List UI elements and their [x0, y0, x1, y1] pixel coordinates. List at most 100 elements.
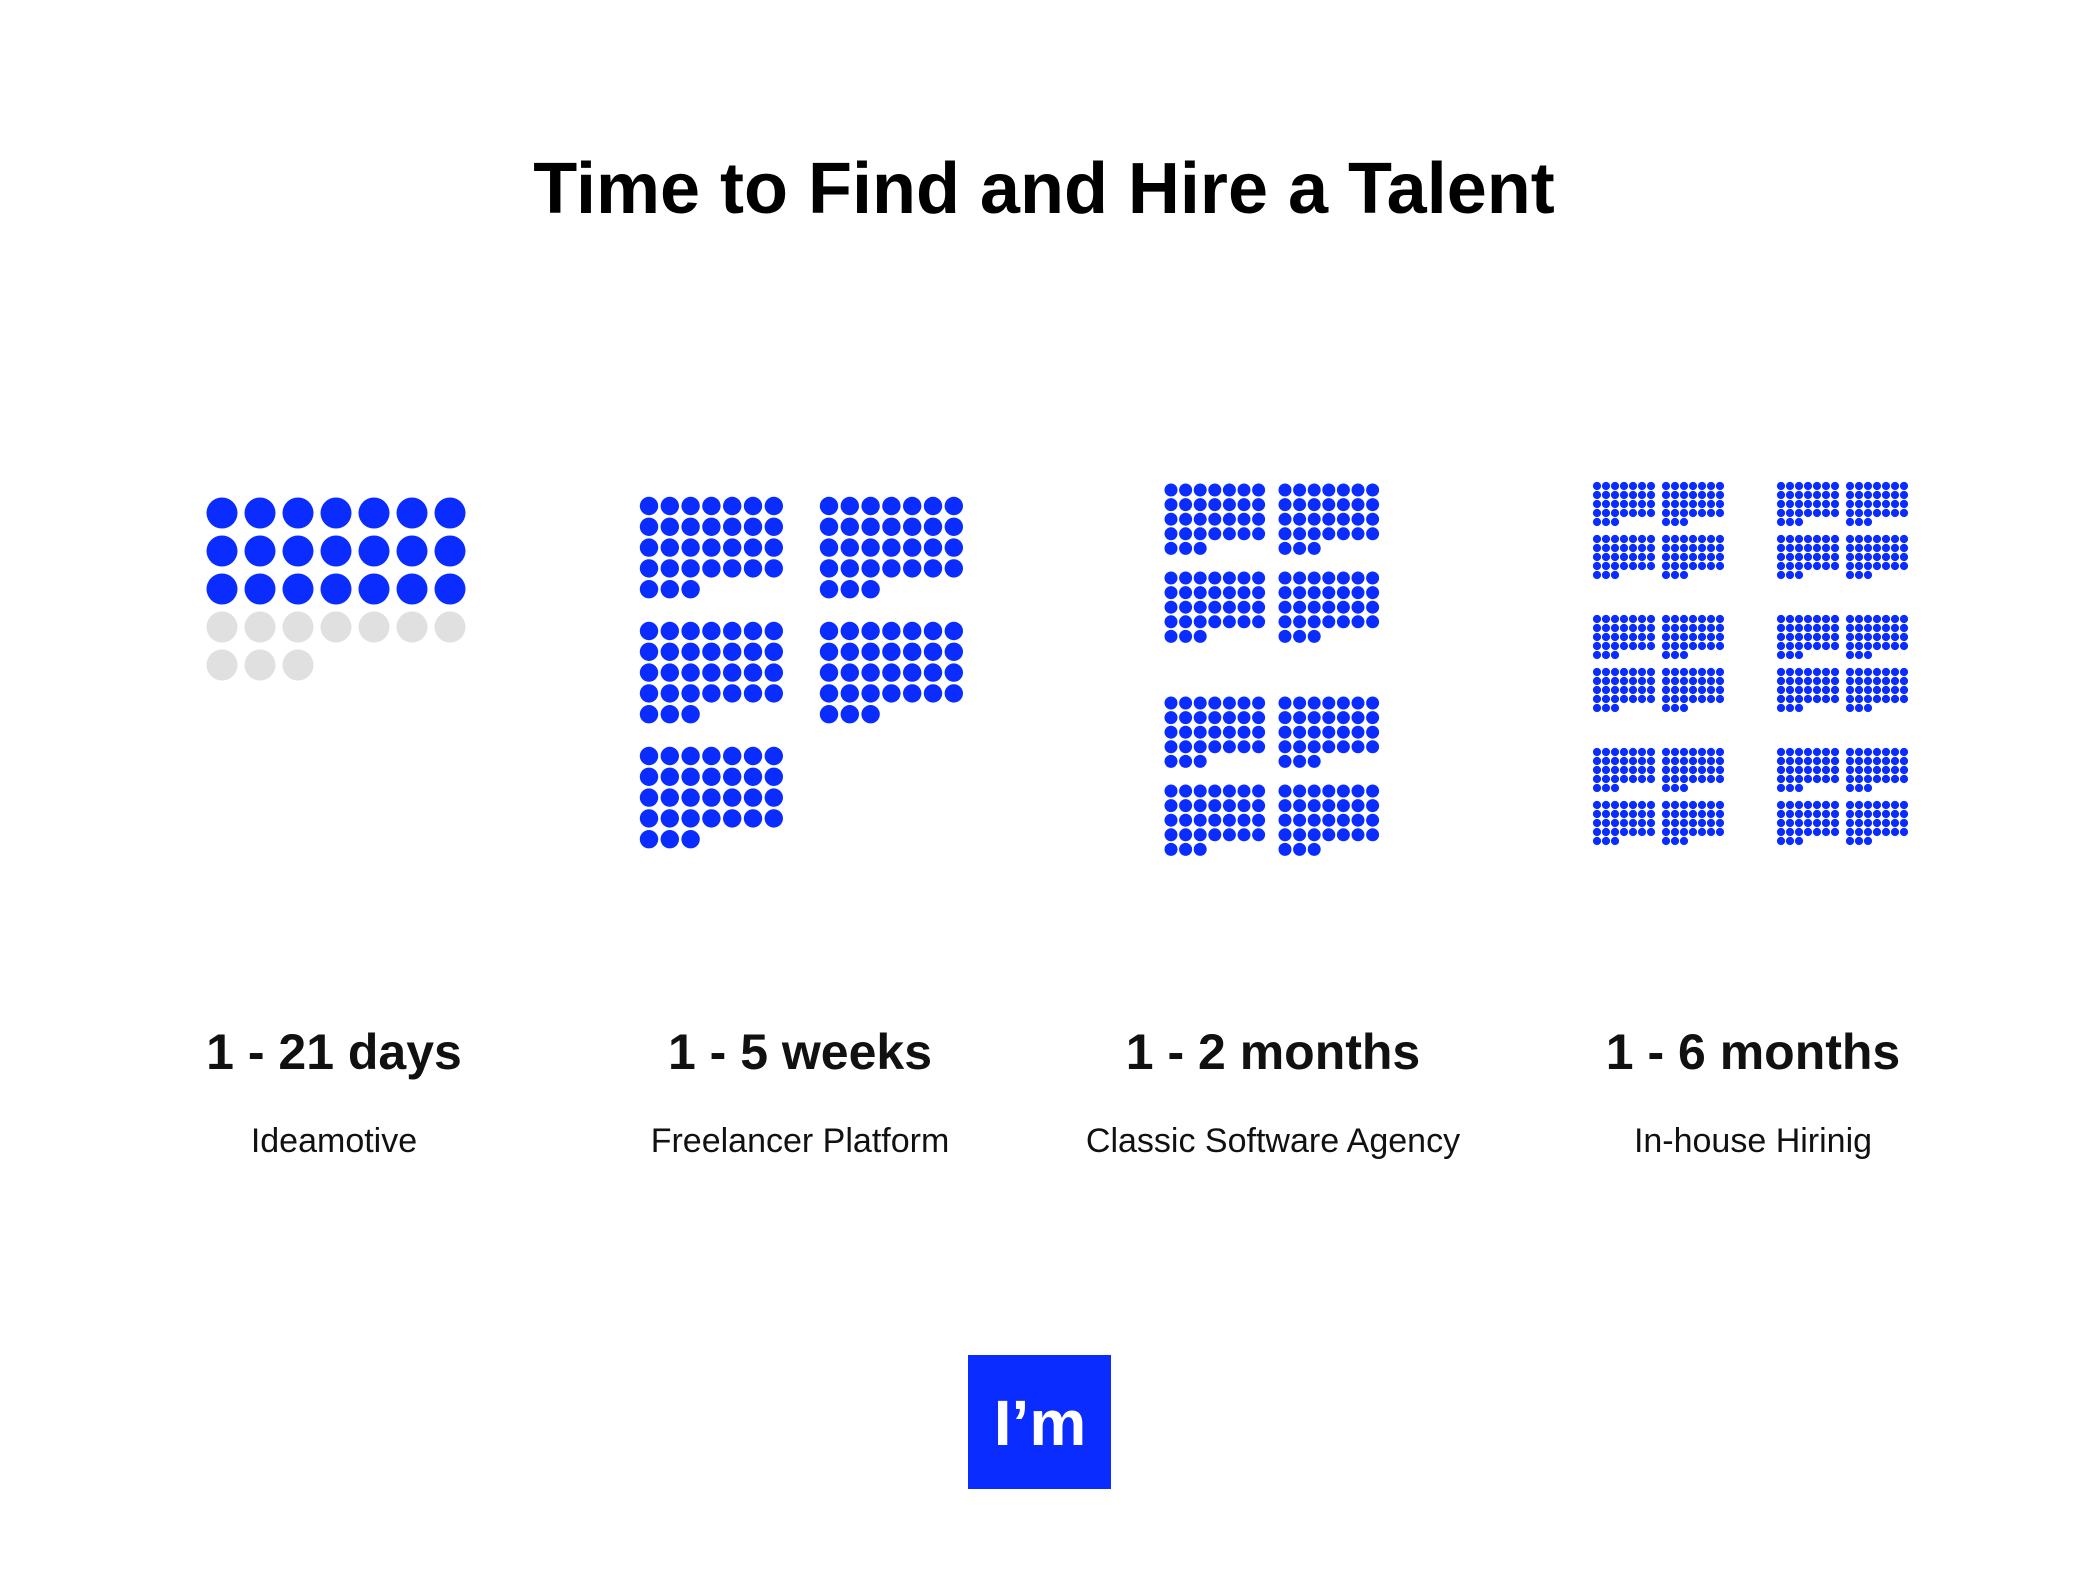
dot	[1670, 836, 1680, 846]
dot	[1208, 725, 1222, 739]
dot	[1854, 570, 1864, 580]
dot	[1601, 818, 1611, 828]
dot	[1293, 512, 1307, 526]
dot	[1336, 696, 1350, 710]
dot	[1881, 694, 1891, 704]
dot	[1222, 799, 1236, 813]
dot	[1322, 711, 1336, 725]
dot	[660, 788, 679, 807]
dot	[1322, 799, 1336, 813]
dot	[1794, 818, 1804, 828]
dot	[1670, 827, 1680, 837]
dot	[1628, 809, 1638, 819]
dot	[1592, 800, 1602, 810]
dot	[1637, 641, 1647, 651]
dot	[1890, 508, 1900, 518]
dot	[1794, 517, 1804, 527]
dot-block	[1661, 667, 1725, 713]
dot	[1637, 623, 1647, 633]
dot	[1619, 756, 1629, 766]
dot	[1610, 641, 1620, 651]
dot	[743, 621, 763, 641]
dot	[1351, 740, 1365, 754]
dot	[1601, 827, 1611, 837]
dot	[1830, 667, 1840, 677]
dot	[1307, 828, 1321, 842]
dot	[944, 496, 963, 516]
dot	[1706, 676, 1716, 686]
dot	[1661, 703, 1671, 713]
dot	[1803, 756, 1813, 766]
dot	[681, 830, 700, 849]
dot	[1351, 615, 1365, 629]
dot	[1794, 703, 1804, 713]
dot	[1845, 756, 1855, 766]
dot	[1661, 623, 1671, 633]
dot	[903, 621, 922, 641]
dot	[1881, 552, 1891, 562]
dot	[1646, 552, 1656, 562]
dot	[1863, 481, 1873, 491]
dot	[1222, 740, 1236, 754]
dot	[743, 559, 763, 578]
dot	[1821, 614, 1831, 624]
dot-block	[1278, 784, 1380, 856]
dot	[1776, 836, 1786, 846]
dot	[1715, 552, 1725, 562]
dot	[1863, 747, 1873, 757]
dot	[1794, 614, 1804, 624]
dot	[1688, 676, 1698, 686]
dot	[1812, 827, 1822, 837]
dot	[1845, 490, 1855, 500]
dot	[1679, 508, 1689, 518]
dot	[681, 496, 700, 516]
dot	[1872, 534, 1882, 544]
dot	[764, 684, 783, 703]
dot	[1803, 774, 1813, 784]
dot	[1863, 774, 1873, 784]
dot	[1697, 765, 1707, 775]
dot	[1278, 483, 1292, 497]
dot	[819, 538, 839, 557]
dot	[1785, 676, 1795, 686]
dot	[1830, 676, 1840, 686]
dot	[1619, 774, 1629, 784]
dot	[1278, 754, 1292, 768]
dot	[1881, 534, 1891, 544]
dot	[1610, 570, 1620, 580]
dot	[1706, 818, 1716, 828]
dot	[1628, 774, 1638, 784]
dot-block	[1592, 747, 1656, 793]
dot	[1222, 828, 1236, 842]
dot	[1845, 499, 1855, 509]
dot	[1193, 615, 1207, 629]
dot	[1863, 676, 1873, 686]
dot	[358, 497, 390, 529]
dot	[1688, 641, 1698, 651]
dot	[1670, 552, 1680, 562]
dot	[1366, 828, 1380, 842]
dot	[1812, 667, 1822, 677]
dot	[1610, 676, 1620, 686]
dot	[1601, 765, 1611, 775]
dot	[1881, 747, 1891, 757]
dot	[723, 663, 742, 682]
dot	[1601, 543, 1611, 553]
dot	[1688, 481, 1698, 491]
dot	[1863, 499, 1873, 509]
dot	[1619, 552, 1629, 562]
dot	[681, 621, 700, 641]
dot	[1208, 711, 1222, 725]
dot	[1164, 541, 1178, 555]
dot	[1785, 685, 1795, 695]
dot	[639, 559, 659, 578]
dot	[1890, 534, 1900, 544]
dot	[1785, 747, 1795, 757]
dot	[1776, 623, 1786, 633]
dot	[1670, 774, 1680, 784]
dot	[1601, 614, 1611, 624]
dot	[944, 642, 963, 661]
dot	[1646, 508, 1656, 518]
dot	[1794, 676, 1804, 686]
dot	[1679, 685, 1689, 695]
